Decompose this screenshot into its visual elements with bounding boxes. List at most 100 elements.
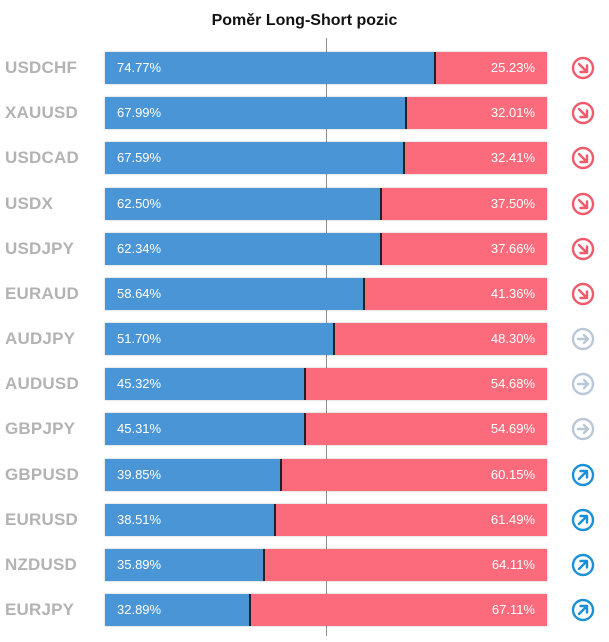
symbol-label[interactable]: USDJPY (5, 238, 75, 258)
arrow-up-right-icon[interactable] (571, 462, 595, 487)
long-percent-label: 62.50% (117, 195, 162, 211)
ratio-bar[interactable]: 35.89% 64.11% (105, 548, 547, 581)
arrow-down-right-icon[interactable] (571, 191, 595, 216)
ratio-bar[interactable]: 67.59% 32.41% (105, 142, 547, 175)
symbol-label[interactable]: EURAUD (5, 283, 79, 303)
ratio-bar[interactable]: 74.77% 25.23% (105, 52, 547, 84)
long-percent-label: 62.34% (117, 240, 162, 256)
short-bar-segment (281, 458, 547, 491)
symbol-label[interactable]: GBPUSD (5, 464, 79, 484)
long-percent-label: 74.77% (117, 60, 162, 75)
short-bar-segment (250, 594, 547, 627)
short-bar-segment (264, 548, 547, 581)
long-percent-label: 45.32% (117, 376, 162, 392)
short-percent-label: 32.01% (490, 105, 535, 121)
chart-row: USDX 62.50% 37.50% (0, 187, 609, 220)
short-bar-segment (435, 52, 547, 84)
symbol-label[interactable]: USDCAD (5, 148, 79, 168)
long-bar-segment (105, 323, 334, 356)
long-bar-segment (105, 548, 264, 581)
short-percent-label: 48.30% (490, 331, 535, 347)
arrow-up-right-icon[interactable] (571, 598, 595, 623)
chart-row: EURAUD 58.64% 41.36% (0, 277, 609, 310)
chart-row: GBPUSD 39.85% 60.15% (0, 458, 609, 491)
symbol-label[interactable]: GBPJPY (5, 419, 76, 439)
short-percent-label: 25.23% (490, 60, 535, 75)
short-percent-label: 32.41% (490, 150, 535, 166)
chart-row: XAUUSD 67.99% 32.01% (0, 97, 609, 130)
ratio-bar[interactable]: 62.50% 37.50% (105, 187, 547, 220)
short-bar-segment (364, 277, 547, 310)
short-bar-segment (381, 187, 547, 220)
long-percent-label: 35.89% (117, 556, 162, 572)
chart-row: EURUSD 38.51% 61.49% (0, 503, 609, 536)
short-bar-segment (381, 232, 547, 265)
symbol-label[interactable]: AUDUSD (5, 374, 79, 394)
ratio-bar[interactable]: 45.31% 54.69% (105, 413, 547, 446)
arrow-down-right-icon[interactable] (571, 101, 595, 126)
ratio-bar[interactable]: 38.51% 61.49% (105, 503, 547, 536)
short-bar-segment (305, 368, 547, 401)
symbol-label[interactable]: NZDUSD (5, 554, 78, 574)
short-percent-label: 67.11% (491, 602, 535, 618)
long-bar-segment (105, 594, 250, 627)
arrow-up-right-icon[interactable] (571, 552, 595, 577)
arrow-right-icon[interactable] (571, 372, 595, 397)
chart-row: NZDUSD 35.89% 64.11% (0, 548, 609, 581)
arrow-down-right-icon[interactable] (571, 56, 595, 80)
long-percent-label: 45.31% (117, 421, 162, 437)
short-bar-segment (305, 413, 547, 446)
bar-divider (280, 458, 282, 491)
long-percent-label: 38.51% (117, 511, 162, 527)
bar-divider (304, 368, 306, 401)
chart-row: EURJPY 32.89% 67.11% (0, 594, 609, 627)
ratio-bar[interactable]: 32.89% 67.11% (105, 594, 547, 627)
short-percent-label: 61.49% (490, 511, 535, 527)
arrow-right-icon[interactable] (571, 417, 595, 442)
symbol-label[interactable]: USDX (5, 193, 54, 213)
bar-divider (380, 232, 382, 265)
chart-row: GBPJPY 45.31% 54.69% (0, 413, 609, 446)
arrow-up-right-icon[interactable] (571, 507, 595, 532)
arrow-down-right-icon[interactable] (571, 281, 595, 306)
long-percent-label: 51.70% (117, 331, 162, 347)
chart-row: USDJPY 62.34% 37.66% (0, 232, 609, 265)
short-percent-label: 60.15% (490, 466, 535, 482)
arrow-down-right-icon[interactable] (571, 146, 595, 171)
short-bar-segment (334, 323, 547, 356)
long-bar-segment (105, 97, 406, 130)
symbol-label[interactable]: XAUUSD (5, 103, 78, 123)
ratio-bar[interactable]: 39.85% 60.15% (105, 458, 547, 491)
short-bar-segment (404, 142, 547, 175)
ratio-bar[interactable]: 51.70% 48.30% (105, 323, 547, 356)
bar-divider (304, 413, 306, 446)
short-percent-label: 41.36% (490, 285, 535, 301)
chart-row: AUDUSD 45.32% 54.68% (0, 368, 609, 401)
chart-row: USDCHF 74.77% 25.23% (0, 52, 609, 84)
ratio-bar[interactable]: 67.99% 32.01% (105, 97, 547, 130)
symbol-label[interactable]: EURJPY (5, 600, 75, 620)
long-percent-label: 58.64% (117, 285, 162, 301)
bar-divider (434, 52, 436, 84)
arrow-down-right-icon[interactable] (571, 236, 595, 261)
bar-divider (263, 548, 265, 581)
symbol-label[interactable]: EURUSD (5, 509, 78, 529)
short-percent-label: 37.66% (490, 240, 535, 256)
long-bar-segment (105, 187, 381, 220)
arrow-right-icon[interactable] (571, 327, 595, 352)
long-bar-segment (105, 368, 305, 401)
long-percent-label: 32.89% (117, 602, 162, 618)
chart-row: AUDJPY 51.70% 48.30% (0, 323, 609, 356)
bar-divider (363, 277, 365, 310)
ratio-bar[interactable]: 62.34% 37.66% (105, 232, 547, 265)
long-bar-segment (105, 142, 404, 175)
ratio-bar[interactable]: 58.64% 41.36% (105, 277, 547, 310)
long-bar-segment (105, 503, 275, 536)
ratio-bar[interactable]: 45.32% 54.68% (105, 368, 547, 401)
long-percent-label: 67.99% (117, 105, 162, 121)
long-bar-segment (105, 277, 364, 310)
short-bar-segment (406, 97, 547, 130)
chart-title: Poměr Long-Short pozic (211, 12, 398, 29)
symbol-label[interactable]: USDCHF (5, 58, 78, 77)
symbol-label[interactable]: AUDJPY (5, 329, 76, 349)
